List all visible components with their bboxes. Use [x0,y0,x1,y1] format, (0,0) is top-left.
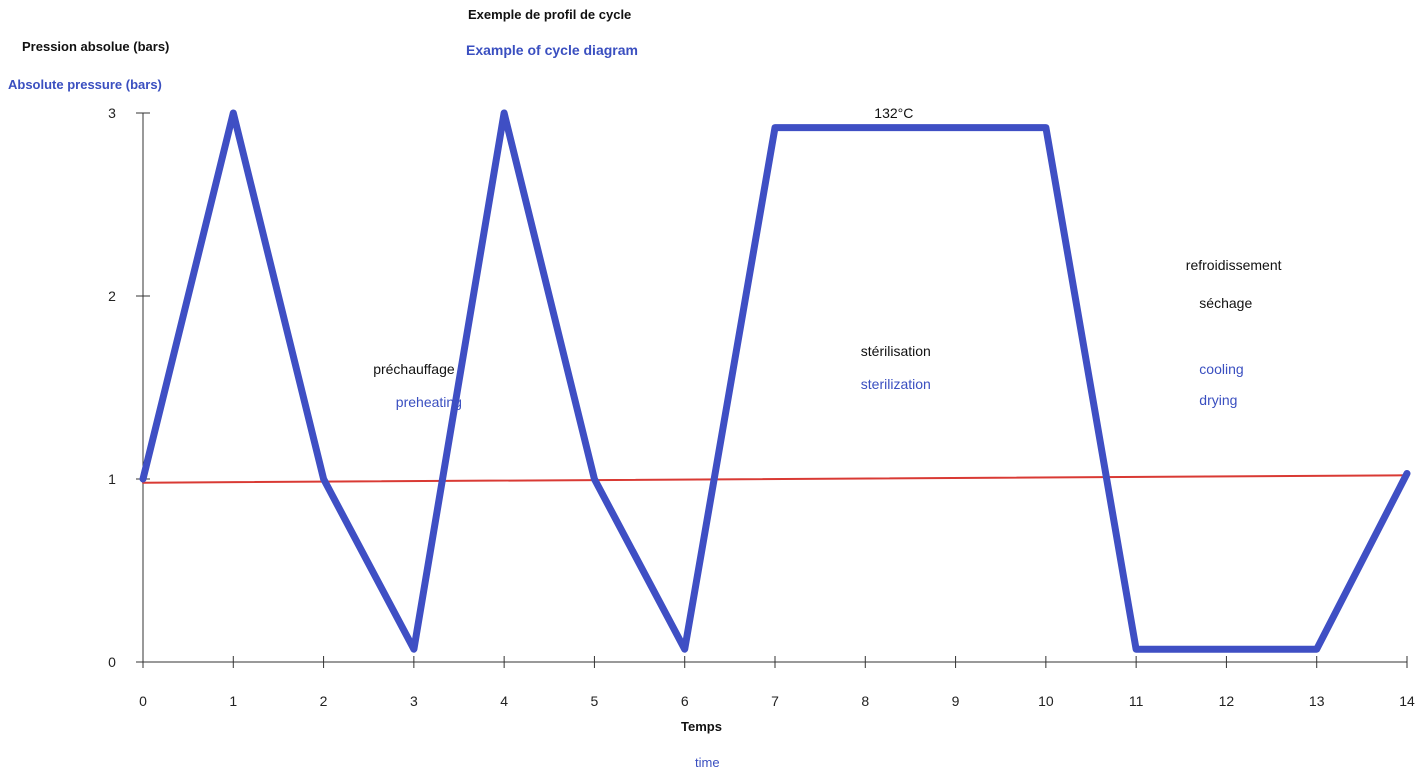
x-tick-label: 8 [861,693,869,709]
x-tick-label: 9 [952,693,960,709]
x-tick-label: 0 [139,693,147,709]
annotation-label: drying [1199,392,1238,409]
x-tick-label: 11 [1129,693,1144,709]
x-tick-label: 3 [410,693,418,709]
annotation-label: séchage [1199,295,1253,312]
y-tick-label: 1 [108,471,116,487]
y-tick-label: 3 [108,105,116,121]
x-tick-label: 6 [681,693,689,709]
chart-series [139,109,1411,653]
chart-title: Exemple de profil de cycle [468,7,632,22]
annotation-label: préchauffage [373,361,455,378]
atmospheric-pressure-line [142,474,1408,484]
x-tick-label: 4 [500,693,508,709]
annotation-label: preheating [395,394,462,411]
x-tick-label: 10 [1038,693,1054,709]
chart-subtitle: Example of cycle diagram [466,42,638,58]
x-axis-label-english: time [695,755,720,770]
annotation-label: refroidissement [1185,256,1282,273]
annotation-label: stérilisation [860,342,931,359]
y-axis-label: Pression absolue (bars) [22,39,170,54]
y-tick-label: 2 [108,288,116,304]
y-tick-label: 0 [108,654,116,670]
y-axis-label-english: Absolute pressure (bars) [8,77,162,92]
x-tick-label: 7 [771,693,779,709]
annotation-label: sterilization [860,375,931,392]
x-tick-label: 1 [229,693,237,709]
x-tick-label: 14 [1399,693,1415,709]
x-axis-label: Temps [681,719,722,734]
annotation-label: 132°C [874,105,914,121]
pressure-profile-line [139,109,1411,653]
x-tick-label: 5 [591,693,599,709]
annotation-label: cooling [1199,361,1244,378]
x-tick-label: 2 [320,693,328,709]
x-tick-label: 12 [1219,693,1235,709]
x-tick-label: 13 [1309,693,1325,709]
